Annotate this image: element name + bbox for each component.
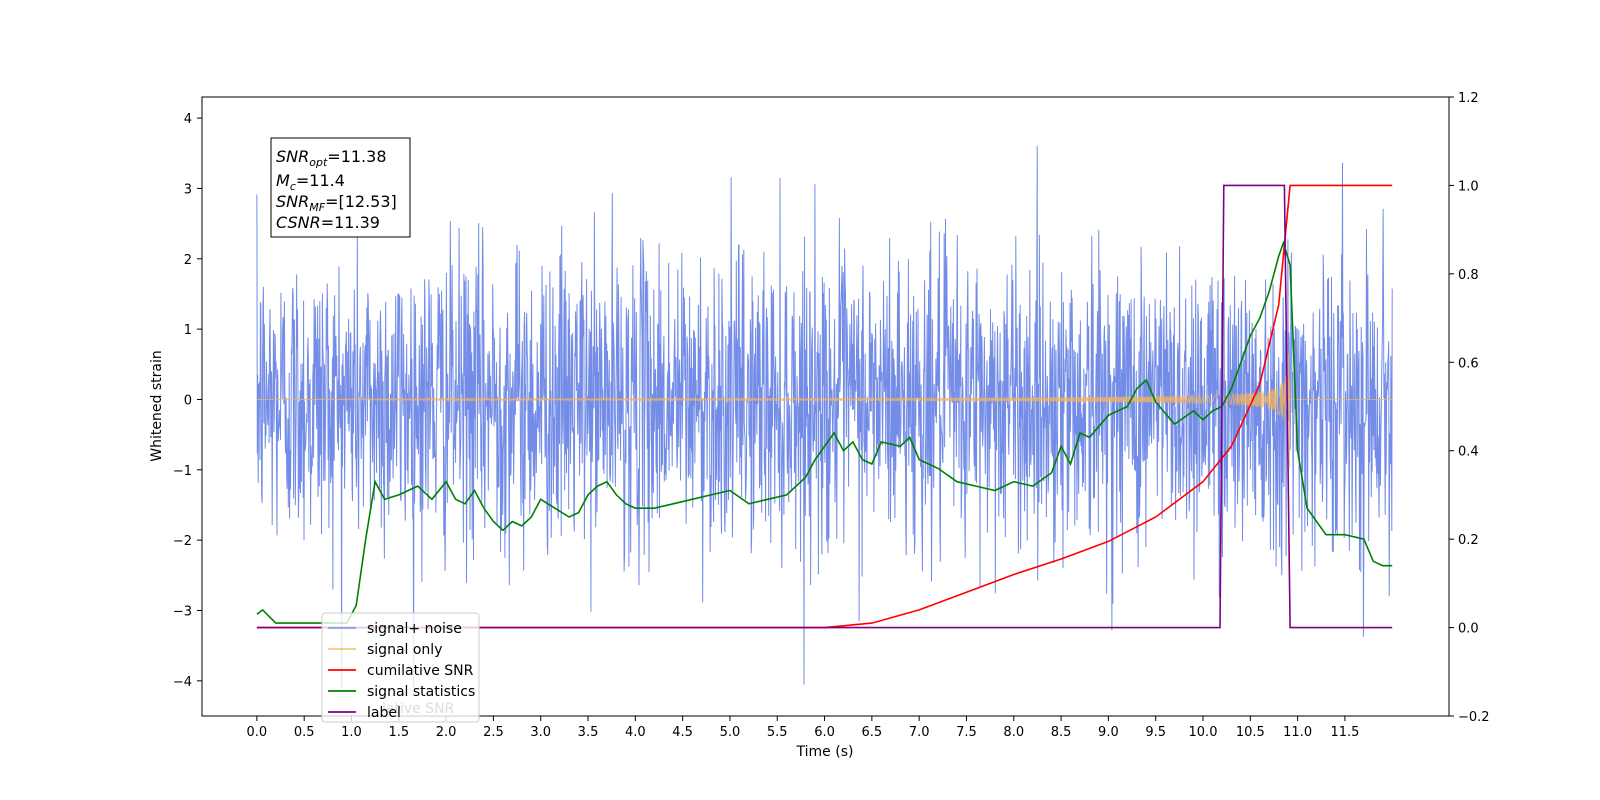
y-right-tick-label: 0.4	[1458, 445, 1479, 460]
legend-items: signal+ noise signal only cumilative SNR si…	[328, 621, 475, 721]
annotation-box: SNRopt=11.38 Mc=11.4 SNRMF=[12.53] CSNR=…	[270, 137, 411, 238]
annotation-snr-mf: SNRMF=[12.53]	[276, 192, 397, 214]
legend: lative SNR signal+ noise signal only cumil…	[321, 612, 480, 723]
x-tick-label: 5.0	[720, 725, 741, 740]
x-tick-label: 7.5	[956, 725, 977, 740]
y-left-tick-label: −4	[173, 675, 192, 690]
annotation-csnr: CSNR=11.39	[276, 213, 380, 232]
legend-label: signal+ noise	[367, 621, 462, 637]
x-tick-label: 5.5	[767, 725, 788, 740]
annotation-snr-mf-value: =[12.53]	[325, 192, 397, 211]
x-tick-label: 1.5	[388, 725, 409, 740]
annotation-snr-mf-subscript: MF	[309, 201, 325, 214]
y-right-tick-label: 0.8	[1458, 268, 1479, 283]
annotation-mc-symbol: M	[276, 171, 290, 190]
x-tick-label: 8.0	[1003, 725, 1024, 740]
x-tick-label: 8.5	[1051, 725, 1072, 740]
y-left-tick-label: −2	[173, 534, 192, 549]
y-right-tick-label: 1.0	[1458, 179, 1479, 194]
annotation-box-frame	[270, 137, 411, 238]
annotation-csnr-symbol: CSNR	[276, 213, 321, 232]
series-signal-noise	[256, 146, 1393, 688]
x-tick-label: 4.0	[625, 725, 646, 740]
y-axis-right-ticks: 1.2 1.0 0.8 0.6 0.4 0.2 0.0 −0.2	[1449, 91, 1490, 725]
y-right-tick-label: −0.2	[1458, 710, 1490, 725]
y-left-tick-label: 0	[184, 393, 192, 408]
x-tick-label: 11.0	[1283, 725, 1312, 740]
y-left-tick-label: −1	[173, 464, 192, 479]
annotation-snr-mf-symbol: SNR	[276, 192, 309, 211]
series-signal-only	[256, 353, 1393, 469]
annotation-snr-opt-value: =11.38	[327, 147, 386, 166]
annotation-mc-subscript: c	[290, 180, 296, 193]
legend-frame	[321, 612, 480, 723]
signal-only-line	[256, 353, 1393, 469]
x-tick-label: 1.0	[341, 725, 362, 740]
y-right-tick-label: 0.2	[1458, 533, 1479, 548]
annotation-snr-opt-symbol: SNR	[276, 147, 309, 166]
annotation-csnr-value: =11.39	[321, 213, 380, 232]
annotation-snr-opt-subscript: opt	[309, 156, 328, 169]
y-left-tick-label: 4	[184, 112, 192, 127]
x-tick-label: 2.5	[483, 725, 504, 740]
y-left-tick-label: 1	[184, 323, 192, 338]
x-tick-label: 0.5	[294, 725, 315, 740]
signal-statistics-line	[256, 240, 1393, 624]
annotation-mc: Mc=11.4	[276, 171, 345, 193]
x-tick-label: 3.5	[578, 725, 599, 740]
legend-label: signal only	[367, 642, 442, 658]
signal-noise-line	[256, 146, 1393, 688]
x-tick-label: 10.0	[1189, 725, 1218, 740]
x-axis-ticks: 0.0 0.5 1.0 1.5 2.0 2.5 3.0 3.5 4.0 4.5 5.0 5.5 6.0 6…	[247, 716, 1359, 740]
label-line	[256, 184, 1393, 629]
x-tick-label: 6.5	[862, 725, 883, 740]
y-right-tick-label: 0.6	[1458, 356, 1479, 371]
legend-label: signal statistics	[367, 684, 475, 700]
x-tick-label: 9.5	[1145, 725, 1166, 740]
x-tick-label: 2.0	[436, 725, 457, 740]
x-tick-label: 7.0	[909, 725, 930, 740]
y-right-tick-label: 1.2	[1458, 91, 1479, 106]
legend-label: cumilative SNR	[367, 663, 474, 679]
x-axis-label: Time (s)	[796, 744, 854, 760]
x-tick-label: 4.5	[672, 725, 693, 740]
x-tick-label: 3.0	[530, 725, 551, 740]
cumulative-snr-line	[256, 184, 1393, 629]
y-axis-left-ticks: 4 3 2 1 0 −1 −2 −3 −4	[173, 112, 202, 690]
plot-frame	[201, 96, 1450, 717]
legend-overlap-text: lative SNR	[382, 701, 455, 717]
x-tick-label: 10.5	[1236, 725, 1265, 740]
x-tick-label: 11.5	[1330, 725, 1359, 740]
y-right-tick-label: 0.0	[1458, 622, 1479, 637]
y-left-tick-label: 3	[184, 182, 192, 197]
annotation-snr-opt: SNRopt=11.38	[276, 147, 387, 169]
x-tick-label: 6.0	[814, 725, 835, 740]
x-tick-label: 9.0	[1098, 725, 1119, 740]
series-lines	[256, 184, 1393, 629]
y-axis-left-label: Whitened strain	[149, 350, 165, 461]
plot-area	[256, 146, 1393, 688]
annotation-mc-value: =11.4	[296, 171, 345, 190]
x-tick-label: 0.0	[247, 725, 268, 740]
y-left-tick-label: −3	[173, 604, 192, 619]
y-left-tick-label: 2	[184, 253, 192, 268]
legend-label: label	[367, 705, 401, 721]
